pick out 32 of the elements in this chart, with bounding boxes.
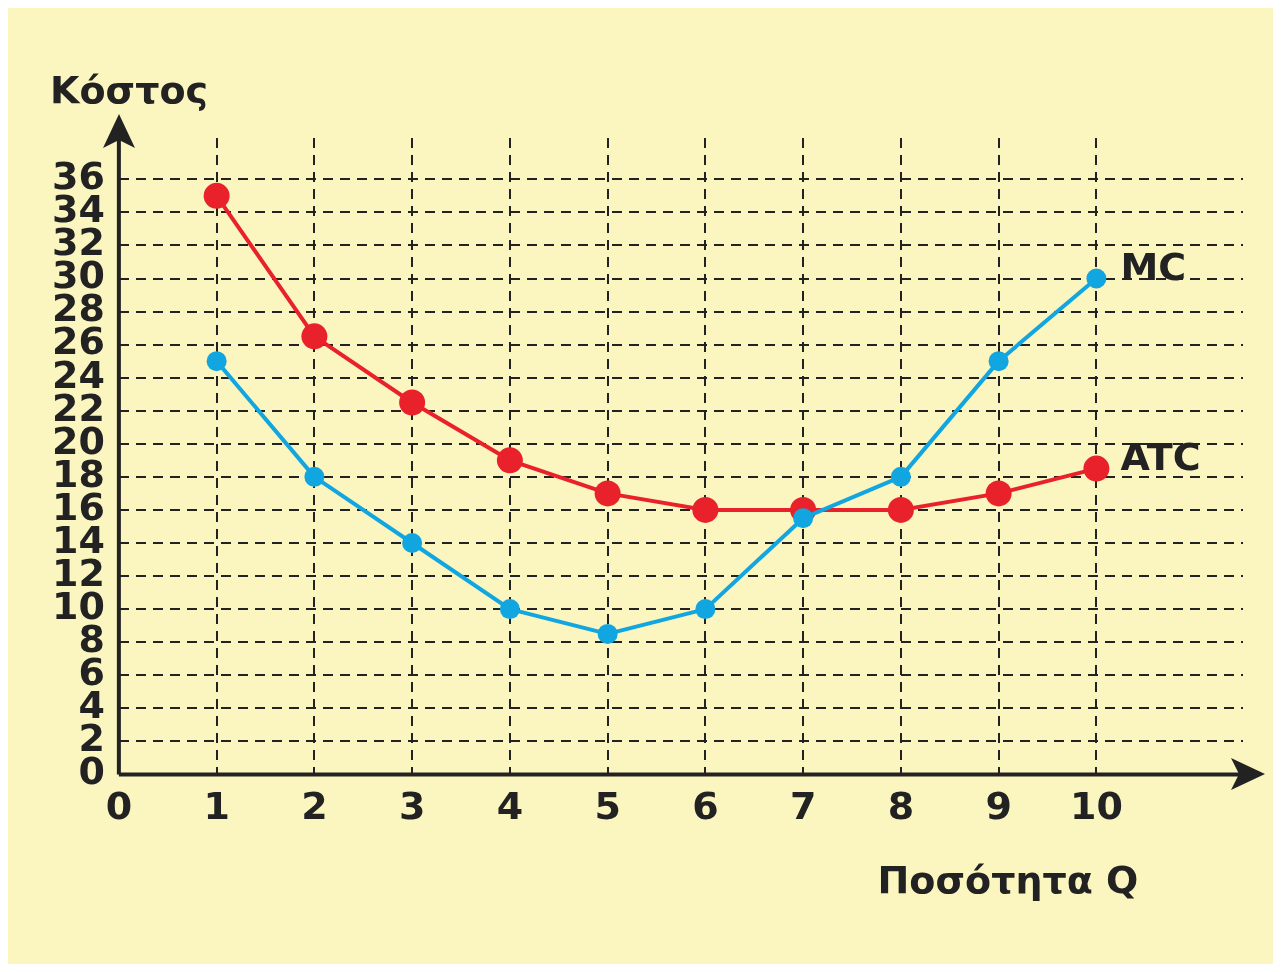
point [301, 323, 328, 350]
point [890, 466, 911, 487]
x-tick-label: 9 [985, 784, 1012, 829]
y-axis-title: Κόστος [50, 67, 209, 112]
point [597, 623, 618, 644]
point [402, 532, 423, 553]
point [1086, 268, 1107, 289]
x-tick-label: 3 [398, 784, 426, 829]
x-tick-label: 4 [496, 784, 524, 829]
x-tick-label: 6 [692, 784, 719, 829]
point [496, 447, 523, 474]
point [206, 351, 227, 372]
point [988, 351, 1009, 372]
point [692, 496, 719, 523]
x-tick-label: 2 [301, 784, 328, 829]
x-tick-label: 1 [203, 784, 230, 829]
x-tick-label: 8 [887, 784, 915, 829]
point [499, 599, 520, 620]
x-tick-label: 5 [594, 784, 621, 829]
series-label: ATC [1120, 435, 1201, 480]
point [203, 182, 230, 209]
x-tick-label: 7 [789, 784, 817, 829]
x-axis-title: Ποσότητα Q [877, 858, 1139, 903]
point [695, 599, 716, 620]
point [399, 389, 426, 416]
point [985, 480, 1012, 507]
point [594, 480, 621, 507]
point [304, 466, 325, 487]
point [1083, 455, 1110, 482]
point [887, 496, 914, 523]
series-label: MC [1120, 245, 1187, 290]
x-tick-label: 10 [1069, 784, 1123, 829]
